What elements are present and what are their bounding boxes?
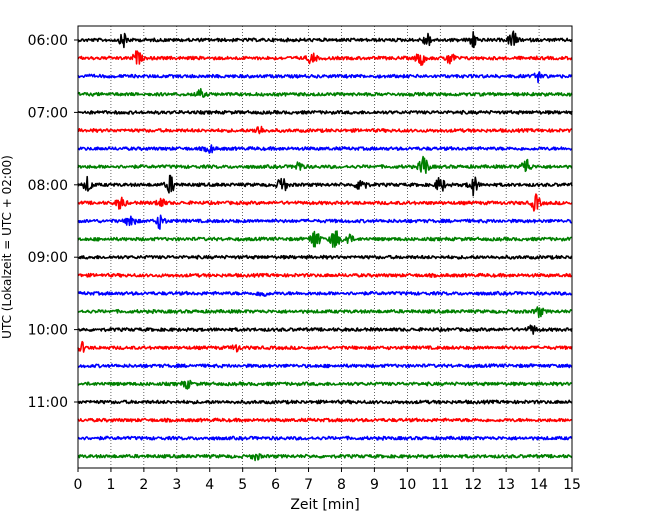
x-tick-label-5: 5 xyxy=(238,477,247,493)
trace-0830 xyxy=(77,214,573,230)
trace-1030 xyxy=(77,363,573,369)
y-tick-label-08:00: 08:00 xyxy=(28,178,68,194)
x-axis-ticks: 0 1 2 3 4 5 6 7 8 9 10 11 12 13 14 15 xyxy=(74,468,581,493)
trace-0800 xyxy=(77,174,573,197)
trace-1100 xyxy=(77,399,573,405)
trace-0730 xyxy=(77,144,573,154)
y-axis-ticks: 06:00 07:00 08:00 09:00 10:00 11:00 xyxy=(28,33,78,411)
y-tick-label-09:00: 09:00 xyxy=(28,250,68,266)
y-tick-label-06:00: 06:00 xyxy=(28,33,68,49)
trace-0815 xyxy=(77,193,573,212)
x-tick-label-4: 4 xyxy=(205,477,214,493)
y-tick-label-10:00: 10:00 xyxy=(28,323,68,339)
x-tick-label-8: 8 xyxy=(337,477,346,493)
seismic-traces xyxy=(77,30,573,462)
trace-0945 xyxy=(77,306,573,319)
x-tick-label-9: 9 xyxy=(370,477,379,493)
trace-1015 xyxy=(77,340,573,353)
y-tick-label-07:00: 07:00 xyxy=(28,105,68,121)
trace-1130 xyxy=(77,435,573,441)
x-tick-label-15: 15 xyxy=(563,477,581,493)
x-tick-label-7: 7 xyxy=(304,477,313,493)
trace-0915 xyxy=(77,272,573,278)
plot-frame xyxy=(77,25,573,469)
x-tick-label-11: 11 xyxy=(431,477,449,493)
x-tick-label-1: 1 xyxy=(106,477,115,493)
trace-0715 xyxy=(77,125,573,135)
trace-0630 xyxy=(77,71,573,84)
x-tick-label-10: 10 xyxy=(398,477,416,493)
trace-0900 xyxy=(77,254,573,260)
y-axis-label: UTC (Lokalzeit = UTC + 02:00) xyxy=(0,155,14,339)
x-tick-label-14: 14 xyxy=(530,477,548,493)
trace-0745 xyxy=(77,155,573,174)
trace-1115 xyxy=(77,417,573,423)
trace-1000 xyxy=(77,324,573,335)
trace-0615 xyxy=(77,50,573,66)
x-tick-label-3: 3 xyxy=(172,477,181,493)
x-tick-label-6: 6 xyxy=(271,477,280,493)
trace-0700 xyxy=(77,109,573,115)
x-tick-label-2: 2 xyxy=(139,477,148,493)
trace-0600 xyxy=(77,30,573,49)
trace-1145 xyxy=(77,453,573,462)
x-tick-label-13: 13 xyxy=(497,477,515,493)
x-axis-label: Zeit [min] xyxy=(290,497,359,513)
x-tick-label-0: 0 xyxy=(74,477,83,493)
trace-1045 xyxy=(77,379,573,390)
trace-0845 xyxy=(77,230,573,248)
y-tick-label-11:00: 11:00 xyxy=(28,395,68,411)
x-tick-label-12: 12 xyxy=(464,477,482,493)
trace-0645 xyxy=(77,88,573,98)
trace-0930 xyxy=(77,290,573,297)
